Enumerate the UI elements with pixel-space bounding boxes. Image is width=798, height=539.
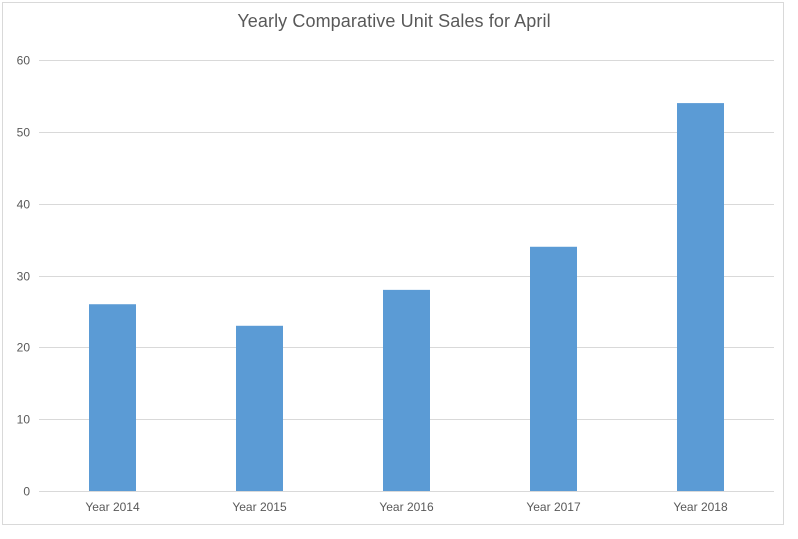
x-tick-label: Year 2017 xyxy=(526,500,581,514)
bar xyxy=(236,325,283,491)
y-tick-label: 0 xyxy=(23,485,30,499)
bar xyxy=(677,103,724,491)
x-tick-label: Year 2016 xyxy=(379,500,434,514)
chart-title: Yearly Comparative Unit Sales for April xyxy=(237,11,551,31)
y-tick-label: 30 xyxy=(17,270,31,284)
bar-chart: 0 10 20 30 40 50 60 Year 2014 Year 2015 Year 2016… xyxy=(17,54,774,514)
x-tick-label: Year 2014 xyxy=(85,500,140,514)
bar xyxy=(89,304,136,491)
y-tick-label: 10 xyxy=(17,413,31,427)
bar xyxy=(383,289,430,491)
x-tick-label: Year 2018 xyxy=(673,500,728,514)
bar xyxy=(530,246,577,491)
chart-frame: Yearly Comparative Unit Sales for April … xyxy=(2,2,784,525)
y-tick-label: 50 xyxy=(17,126,31,140)
y-tick-label: 60 xyxy=(17,54,31,68)
x-tick-label: Year 2015 xyxy=(232,500,287,514)
y-tick-label: 40 xyxy=(17,198,31,212)
y-tick-label: 20 xyxy=(17,341,31,355)
